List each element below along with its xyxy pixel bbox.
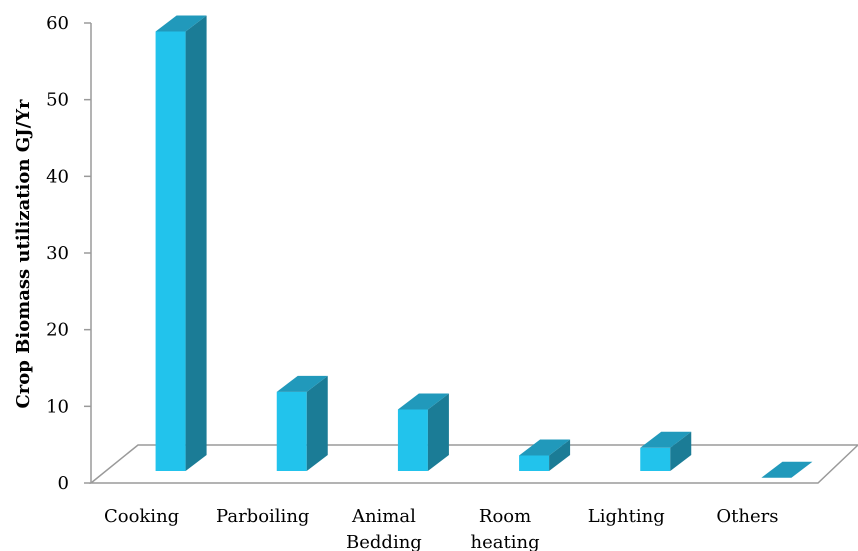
- bar-front: [640, 447, 671, 471]
- bar-top: [155, 15, 207, 32]
- y-tick-label: 10: [46, 396, 69, 417]
- y-tick-label: 0: [58, 473, 69, 494]
- floor-plane: [88, 444, 858, 484]
- bar: [519, 439, 571, 471]
- category-label: Animal: [351, 506, 416, 527]
- category-label: heating: [471, 532, 540, 551]
- bar-front: [155, 31, 186, 471]
- category-label: Others: [716, 506, 778, 527]
- y-axis-label: Crop Biomass utilization GJ/Yr: [13, 99, 34, 409]
- bar-top: [640, 431, 692, 448]
- category-label: Cooking: [104, 506, 179, 527]
- bar: [155, 15, 207, 471]
- category-label: Parboiling: [216, 506, 309, 527]
- y-tick-label: 60: [46, 13, 69, 34]
- bar: [640, 431, 692, 471]
- bar-side: [670, 431, 692, 471]
- bar: [397, 393, 449, 471]
- bar-top: [519, 439, 571, 456]
- bar-front: [519, 455, 550, 471]
- bar-side: [306, 375, 328, 471]
- y-axis-ticks: 0 10 20 30 40 50 60: [46, 13, 91, 494]
- category-label: Lighting: [588, 506, 665, 527]
- y-tick-label: 40: [46, 166, 69, 187]
- bar-top: [276, 375, 328, 392]
- bar-front: [276, 391, 307, 471]
- y-tick-label: 20: [46, 320, 69, 341]
- bar-side: [549, 439, 571, 471]
- x-axis-labels: Cooking Parboiling Animal Bedding Room heatin…: [104, 506, 778, 551]
- category-label: Bedding: [346, 532, 422, 551]
- bar-front: [397, 409, 428, 471]
- category-label: Room: [479, 506, 531, 527]
- bar-top: [397, 393, 449, 410]
- bar-side: [427, 393, 449, 471]
- bar-side: [185, 15, 207, 471]
- bar: [761, 461, 813, 478]
- bars: [155, 15, 813, 478]
- y-tick-label: 50: [46, 90, 69, 111]
- y-tick-label: 30: [46, 243, 69, 264]
- bar: [276, 375, 328, 471]
- bar-top: [761, 461, 813, 478]
